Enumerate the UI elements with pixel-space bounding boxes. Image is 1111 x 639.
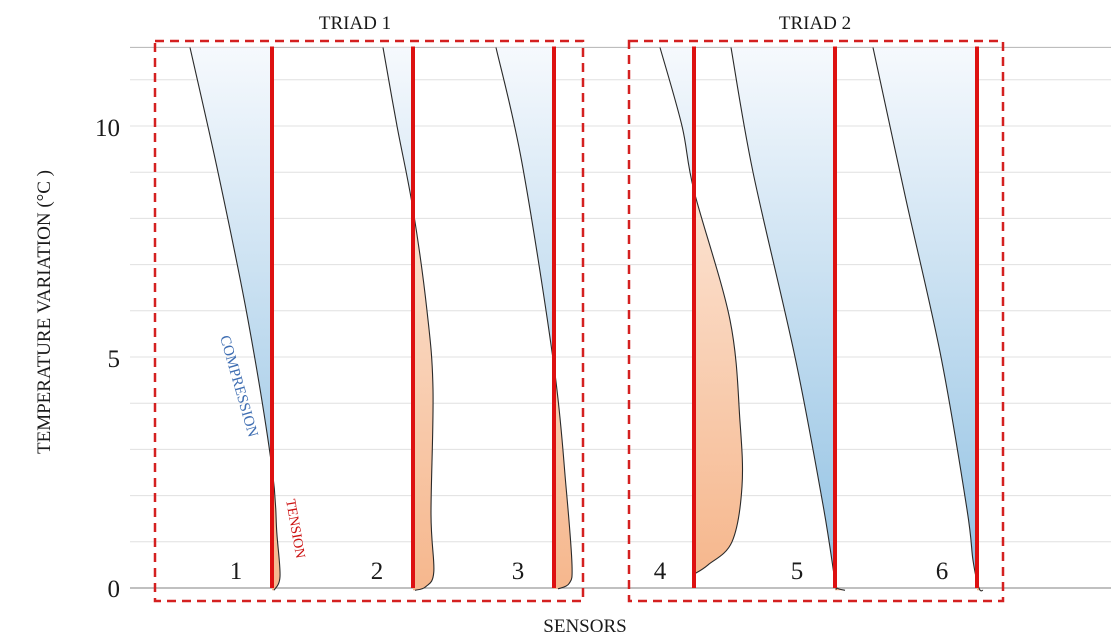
y-axis-label: TEMPERATURE VARIATION (°C ) xyxy=(34,170,55,454)
triad-2-label: TRIAD 2 xyxy=(779,13,851,34)
y-tick-label-5: 5 xyxy=(108,346,121,373)
y-tick-label-10: 10 xyxy=(95,115,120,142)
y-tick-label-0: 0 xyxy=(108,576,121,603)
sensor-label-2: 2 xyxy=(371,558,384,585)
triad-2-group: TRIAD 2 xyxy=(627,13,1005,603)
sensor-4: 4 xyxy=(654,46,744,588)
triad-2-box xyxy=(627,39,1005,603)
triad-1-box xyxy=(153,39,585,603)
sensor-2: 2 xyxy=(371,46,435,591)
stress-curve-5 xyxy=(730,47,846,591)
sensor-5: 5 xyxy=(730,46,846,591)
sensor-label-6: 6 xyxy=(936,558,949,585)
x-axis-label: SENSORS xyxy=(543,616,626,637)
triad-1-label: TRIAD 1 xyxy=(319,13,391,34)
stress-curve-2 xyxy=(382,47,435,591)
triad-1-group: TRIAD 1 xyxy=(153,13,585,603)
stress-curve-3 xyxy=(495,47,573,590)
compression-area-2 xyxy=(383,47,413,591)
sensor-label-4: 4 xyxy=(654,558,667,585)
sensor-1: 1 xyxy=(189,46,281,591)
compression-area-3 xyxy=(496,47,554,589)
y-axis: 10 5 0 TEMPERATURE VARIATION (°C ) xyxy=(34,115,120,603)
sensor-profiles: 1 2 3 4 5 6 xyxy=(189,46,984,592)
compression-area-4 xyxy=(660,47,694,575)
stress-curve-4 xyxy=(659,47,744,575)
sensor-6: 6 xyxy=(872,46,984,592)
sensor-label-1: 1 xyxy=(230,558,243,585)
sensor-label-3: 3 xyxy=(512,558,525,585)
tension-label: TENSION xyxy=(282,498,307,560)
compression-area-1 xyxy=(190,47,272,591)
compression-area-5 xyxy=(731,47,835,591)
tension-area-2 xyxy=(413,47,434,591)
tension-area-3 xyxy=(554,47,573,589)
sensor-3: 3 xyxy=(495,46,573,590)
sensor-label-5: 5 xyxy=(791,558,804,585)
stress-curve-1 xyxy=(189,47,281,591)
compression-area-6 xyxy=(873,47,977,591)
tension-area-4 xyxy=(694,47,743,575)
